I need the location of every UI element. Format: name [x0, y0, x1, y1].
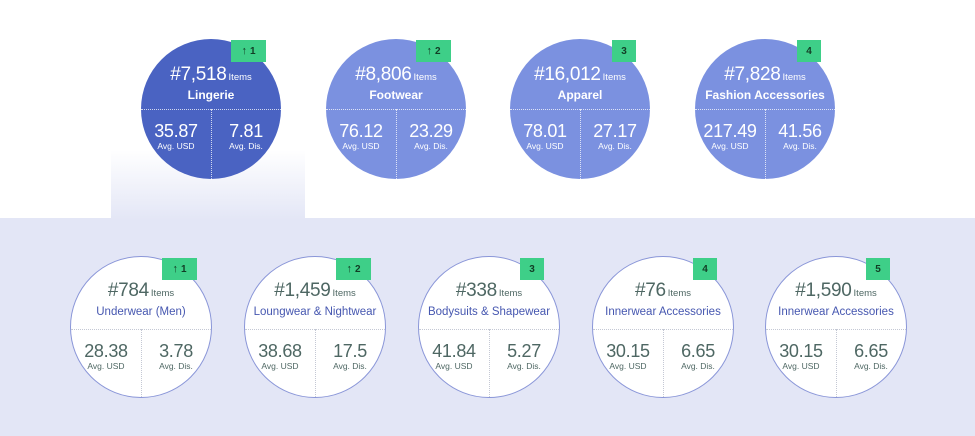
- avg-usd-stat: 78.01 Avg. USD: [523, 121, 567, 152]
- category-name: Apparel: [557, 88, 603, 102]
- avg-discount-stat: 7.81 Avg. Dis.: [229, 121, 263, 152]
- rank-badge: 5: [866, 258, 890, 280]
- item-count-suffix: Items: [602, 72, 626, 83]
- avg-discount-stat: 6.65 Avg. Dis.: [854, 341, 888, 372]
- divider-vertical: [836, 329, 837, 397]
- item-count-suffix: Items: [150, 288, 175, 299]
- divider-vertical: [489, 329, 490, 397]
- rank-badge: 3: [520, 258, 544, 280]
- subcategory-name: Loungwear & Nightwear: [253, 306, 377, 318]
- item-count: #7,518: [170, 64, 227, 85]
- item-count: #784: [107, 280, 149, 301]
- divider-vertical: [315, 329, 316, 397]
- avg-discount-stat: 27.17 Avg. Dis.: [593, 121, 637, 152]
- rank-badge: ↑ 1: [162, 258, 197, 280]
- item-count: #16,012: [534, 64, 601, 85]
- category-card-footwear[interactable]: #8,806 Items Footwear 76.12 Avg. USD 23.2…: [326, 39, 466, 179]
- avg-usd-stat: 38.68 Avg. USD: [258, 341, 302, 372]
- divider-vertical: [663, 329, 664, 397]
- avg-usd-stat: 30.15 Avg. USD: [606, 341, 650, 372]
- avg-discount-stat: 5.27 Avg. Dis.: [507, 341, 541, 372]
- rank-badge: ↑ 1: [231, 40, 266, 62]
- avg-discount-stat: 6.65 Avg. Dis.: [681, 341, 715, 372]
- avg-usd-stat: 30.15 Avg. USD: [779, 341, 823, 372]
- avg-usd-stat: 76.12 Avg. USD: [339, 121, 383, 152]
- avg-discount-stat: 17.5 Avg. Dis.: [333, 341, 367, 372]
- item-count-suffix: Items: [667, 288, 692, 299]
- avg-discount-stat: 23.29 Avg. Dis.: [409, 121, 453, 152]
- item-count: #338: [455, 280, 497, 301]
- subcategory-name: Bodysuits & Shapewear: [427, 306, 551, 318]
- category-card-fashion-accessories[interactable]: #7,828 Items Fashion Accessories 217.49 A…: [695, 39, 835, 179]
- item-count: #1,459: [274, 280, 331, 301]
- subcategory-name: Innerwear Accessories: [778, 306, 894, 318]
- item-count-suffix: Items: [332, 288, 356, 299]
- category-name: Lingerie: [187, 88, 235, 102]
- arrow-up-icon: ↑: [346, 263, 352, 275]
- rank-badge: 3: [612, 40, 636, 62]
- rank-badge: 4: [693, 258, 717, 280]
- avg-usd-stat: 41.84 Avg. USD: [432, 341, 476, 372]
- avg-usd-stat: 35.87 Avg. USD: [154, 121, 198, 152]
- rank-badge: 4: [797, 40, 821, 62]
- subcategory-name: Innerwear Accessories: [605, 306, 721, 318]
- category-name: Fashion Accessories: [705, 88, 825, 102]
- item-count-suffix: Items: [498, 288, 523, 299]
- item-count-suffix: Items: [853, 288, 877, 299]
- item-count: #7,828: [724, 64, 781, 85]
- arrow-up-icon: ↑: [172, 263, 178, 275]
- divider-vertical: [765, 109, 766, 179]
- item-count: #76: [634, 280, 666, 301]
- avg-discount-stat: 41.56 Avg. Dis.: [778, 121, 822, 152]
- item-count-suffix: Items: [782, 72, 806, 83]
- arrow-up-icon: ↑: [426, 45, 432, 57]
- rank-badge: ↑ 2: [416, 40, 451, 62]
- subcategory-card-bodysuits-shapewear[interactable]: #338 Items Bodysuits & Shapewear 41.84 Av…: [418, 256, 560, 398]
- category-card-lingerie[interactable]: #7,518 Items Lingerie 35.87 Avg. USD 7.81…: [141, 39, 281, 179]
- avg-discount-stat: 3.78 Avg. Dis.: [159, 341, 193, 372]
- divider-vertical: [580, 109, 581, 179]
- avg-usd-stat: 28.38 Avg. USD: [84, 341, 128, 372]
- arrow-up-icon: ↑: [241, 45, 247, 57]
- item-count-suffix: Items: [413, 72, 437, 83]
- item-count: #8,806: [355, 64, 412, 85]
- divider-vertical: [141, 329, 142, 397]
- divider-vertical: [211, 109, 212, 179]
- subcategory-name: Underwear (Men): [96, 306, 186, 318]
- avg-usd-stat: 217.49 Avg. USD: [703, 121, 757, 152]
- item-count-suffix: Items: [228, 72, 252, 83]
- category-name: Footwear: [369, 88, 423, 102]
- divider-vertical: [396, 109, 397, 179]
- rank-badge: ↑ 2: [336, 258, 371, 280]
- item-count: #1,590: [795, 280, 852, 301]
- category-card-apparel[interactable]: #16,012 Items Apparel 78.01 Avg. USD 27.1…: [510, 39, 650, 179]
